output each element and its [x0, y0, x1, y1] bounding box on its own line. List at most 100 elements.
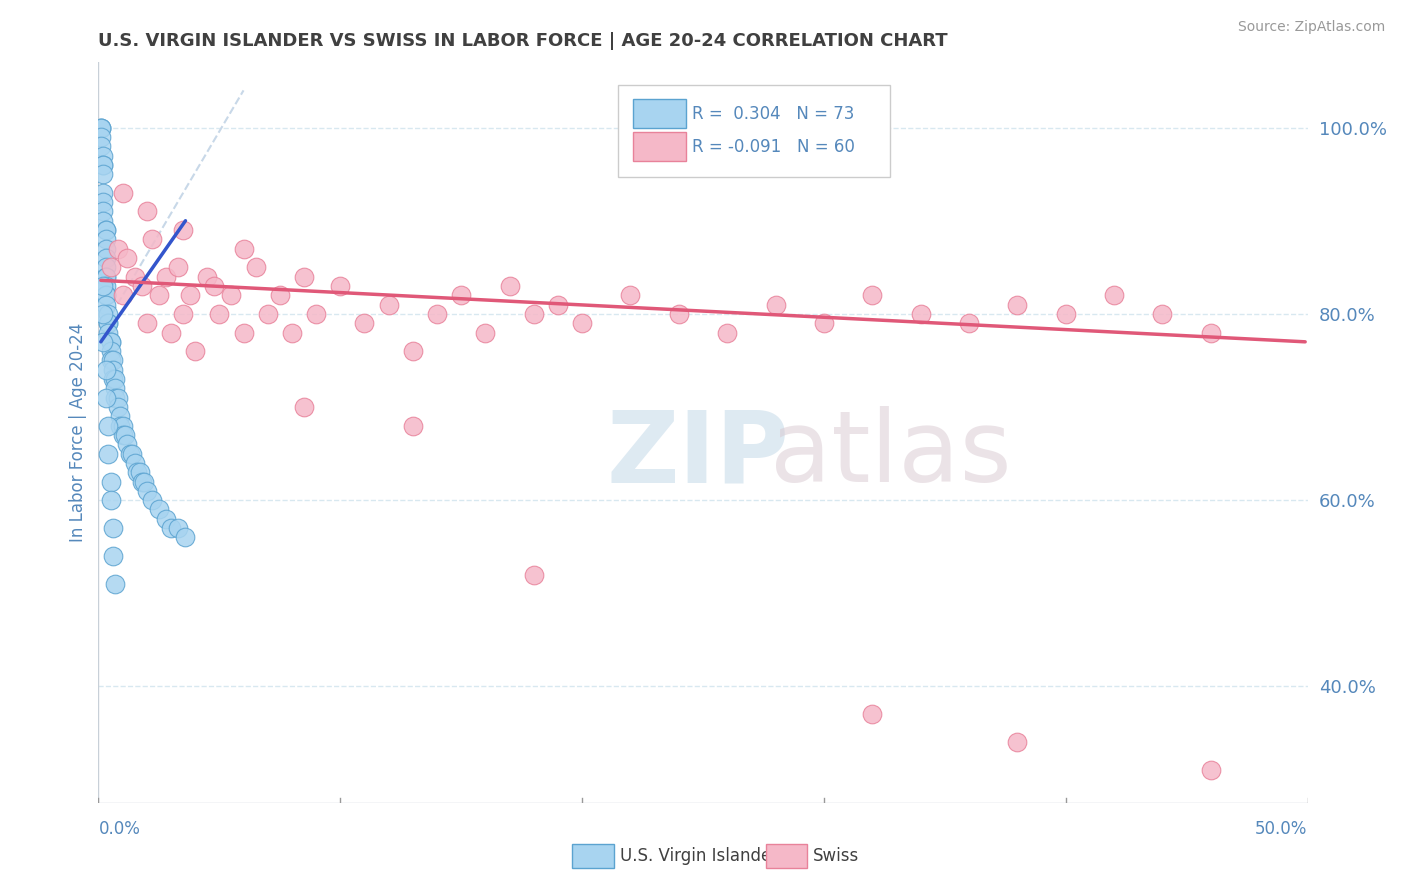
Text: 0.0%: 0.0%: [98, 820, 141, 838]
Point: [208, 307, 231, 321]
Point: [1054, 307, 1077, 321]
Y-axis label: In Labor Force | Age 20-24: In Labor Force | Age 20-24: [69, 323, 87, 542]
Point: [124, 269, 146, 284]
Point: [91, 167, 114, 181]
Point: [135, 316, 157, 330]
Point: [135, 483, 157, 498]
Point: [94, 288, 117, 302]
Point: [100, 475, 122, 489]
Point: [121, 446, 143, 460]
Point: [91, 279, 114, 293]
Point: [100, 334, 122, 349]
Point: [107, 400, 129, 414]
Point: [184, 344, 207, 359]
Point: [547, 297, 569, 311]
Point: [128, 465, 150, 479]
Point: [571, 316, 593, 330]
Point: [111, 288, 134, 302]
Point: [100, 493, 122, 508]
Point: [1199, 326, 1222, 340]
Point: [141, 232, 163, 246]
Point: [107, 242, 129, 256]
Point: [353, 316, 375, 330]
Point: [94, 269, 117, 284]
Point: [167, 521, 190, 535]
Point: [97, 307, 120, 321]
Point: [107, 391, 129, 405]
Point: [90, 120, 112, 135]
Point: [101, 353, 124, 368]
Point: [117, 251, 139, 265]
Point: [108, 418, 131, 433]
Point: [117, 437, 139, 451]
Point: [179, 288, 201, 302]
Point: [91, 195, 114, 210]
Point: [94, 223, 117, 237]
Point: [97, 316, 120, 330]
Point: [100, 344, 122, 359]
Point: [1152, 307, 1174, 321]
Point: [426, 307, 449, 321]
FancyBboxPatch shape: [572, 844, 613, 868]
Text: Source: ZipAtlas.com: Source: ZipAtlas.com: [1237, 20, 1385, 34]
Point: [131, 279, 153, 293]
Point: [172, 223, 194, 237]
Point: [100, 334, 122, 349]
Text: ZIP: ZIP: [606, 407, 789, 503]
Point: [172, 307, 194, 321]
FancyBboxPatch shape: [766, 844, 807, 868]
Point: [90, 120, 112, 135]
Point: [101, 549, 124, 563]
Point: [1199, 763, 1222, 777]
Point: [111, 186, 134, 200]
Point: [402, 344, 425, 359]
Point: [523, 307, 546, 321]
Point: [124, 456, 146, 470]
Point: [221, 288, 243, 302]
Point: [91, 158, 114, 172]
Point: [91, 148, 114, 162]
Point: [281, 326, 304, 340]
Point: [1007, 297, 1029, 311]
Point: [292, 400, 315, 414]
Point: [94, 260, 117, 275]
Point: [94, 223, 117, 237]
Point: [245, 260, 267, 275]
Point: [100, 353, 122, 368]
Text: R =  0.304   N = 73: R = 0.304 N = 73: [692, 104, 855, 122]
Point: [94, 279, 117, 293]
Point: [134, 475, 156, 489]
Point: [118, 446, 141, 460]
Point: [155, 512, 177, 526]
Point: [91, 334, 114, 349]
Point: [104, 577, 127, 591]
Point: [474, 326, 496, 340]
Point: [97, 446, 120, 460]
Point: [97, 316, 120, 330]
Point: [450, 288, 472, 302]
Point: [141, 493, 163, 508]
Point: [813, 316, 835, 330]
Point: [957, 316, 980, 330]
FancyBboxPatch shape: [619, 85, 890, 178]
Text: 50.0%: 50.0%: [1256, 820, 1308, 838]
Point: [174, 530, 197, 544]
Point: [668, 307, 690, 321]
Point: [523, 567, 546, 582]
Point: [94, 232, 117, 246]
Point: [232, 326, 254, 340]
Point: [131, 475, 153, 489]
Point: [104, 381, 127, 395]
Point: [765, 297, 787, 311]
Point: [377, 297, 399, 311]
Point: [94, 297, 117, 311]
Text: U.S. VIRGIN ISLANDER VS SWISS IN LABOR FORCE | AGE 20-24 CORRELATION CHART: U.S. VIRGIN ISLANDER VS SWISS IN LABOR F…: [98, 32, 948, 50]
Point: [91, 158, 114, 172]
Point: [292, 269, 315, 284]
Point: [94, 269, 117, 284]
Point: [101, 521, 124, 535]
Point: [167, 260, 190, 275]
Point: [94, 288, 117, 302]
Point: [91, 186, 114, 200]
Point: [94, 391, 117, 405]
